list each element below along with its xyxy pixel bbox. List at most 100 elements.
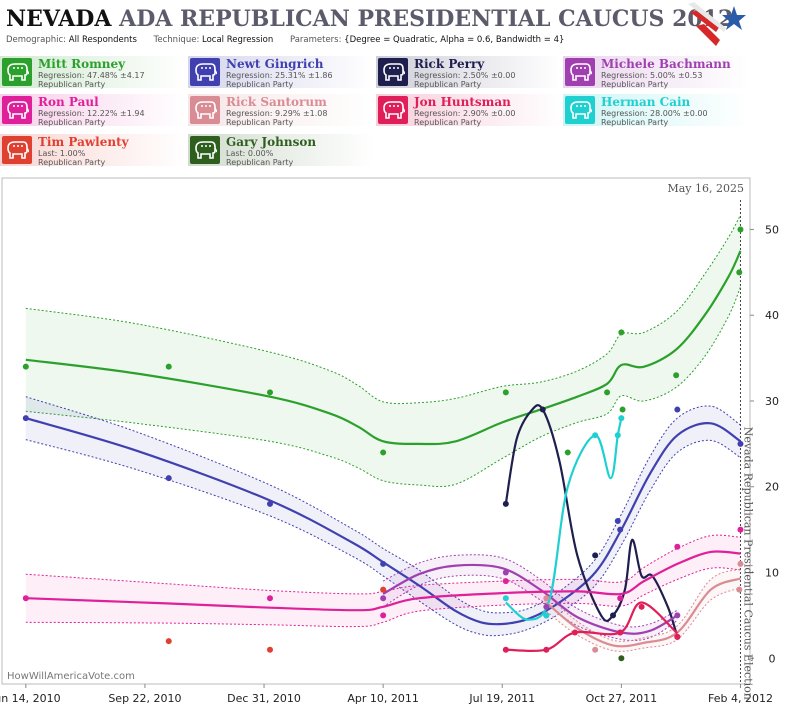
legend-party: Republican Party (226, 158, 294, 167)
legend-item-jon-huntsman: Jon Huntsman Regression: 2.90% ±0.00 Repub… (376, 94, 562, 127)
fit-line-paul (25, 550, 741, 612)
poll-point-perry (610, 612, 617, 619)
technique-key: Technique: (153, 35, 200, 45)
poll-point-santorum (737, 560, 744, 567)
poll-point-gingrich (617, 526, 624, 533)
x-tick-label: Apr 10, 2011 (347, 692, 419, 704)
band-romney (25, 214, 741, 487)
poll-point-santorum (592, 646, 599, 653)
title-state: NEVADA (6, 6, 112, 32)
x-tick-label: Oct 27, 2011 (586, 692, 658, 704)
poll-point-romney (673, 372, 680, 379)
demographic-value: All Respondents (68, 35, 137, 45)
x-tick-label: Jul 19, 2011 (468, 692, 535, 704)
fit-line-bachmann (382, 563, 678, 635)
fit-line-romney (25, 250, 742, 446)
legend-item-tim-pawlenty: Tim Pawlenty Last: 1.00% Republican Party (0, 134, 186, 167)
poll-point-romney (737, 226, 744, 233)
legend-stat: Last: 1.00% (38, 149, 86, 158)
band-upper-santorum (545, 568, 741, 642)
legend-item-rick-perry: Rick Perry Regression: 2.50% ±0.00 Republi… (376, 56, 562, 89)
poll-point-romney (618, 329, 625, 336)
elephant-icon (190, 136, 220, 164)
poll-point-cain (543, 612, 550, 619)
poll-point-cain (614, 432, 621, 439)
elephant-icon (2, 58, 32, 86)
poll-point-cain (618, 415, 625, 422)
legend-name: Mitt Romney (38, 57, 126, 71)
poll-point-huntsman (638, 603, 645, 610)
band-santorum (546, 569, 741, 652)
today-label: May 16, 2025 (667, 182, 744, 195)
band-upper-romney (25, 214, 741, 405)
poll-point-bachmann (543, 603, 550, 610)
elephant-icon (2, 136, 32, 164)
candidate-legend: Mitt Romney Regression: 47.48% ±4.17 Repub… (0, 56, 789, 176)
band-lower-paul (25, 567, 741, 628)
legend-item-ron-paul: Ron Paul Regression: 12.22% ±1.94 Republic… (0, 94, 186, 127)
poll-point-gingrich (614, 518, 621, 525)
poll-point-paul (674, 543, 681, 550)
elephant-icon (378, 96, 408, 124)
poll-point-romney (564, 449, 571, 456)
poll-point-romney (502, 389, 509, 396)
poll-point-perry (502, 500, 509, 507)
legend-party: Republican Party (601, 118, 669, 127)
poll-point-pawlenty (165, 638, 172, 645)
poll-point-bachmann (674, 612, 681, 619)
poll-point-romney (736, 269, 743, 276)
legend-name: Herman Cain (601, 95, 691, 109)
y-tick-label: 50 (765, 223, 779, 236)
x-tick-label: Feb 4, 2012 (708, 692, 773, 704)
elephant-icon (565, 96, 595, 124)
y-tick-label: 10 (765, 567, 779, 580)
poll-point-romney (380, 449, 387, 456)
elephant-icon (190, 96, 220, 124)
legend-name: Rick Santorum (226, 95, 327, 109)
legend-party: Republican Party (38, 118, 106, 127)
poll-point-paul (737, 526, 744, 533)
legend-party: Republican Party (414, 118, 482, 127)
poll-point-bachmann (380, 595, 387, 602)
poll-point-gingrich (165, 475, 172, 482)
poll-point-paul (502, 578, 509, 585)
y-tick-label: 20 (765, 481, 779, 494)
poll-point-bachmann (502, 569, 509, 576)
legend-stat: Regression: 12.22% ±1.94 (38, 109, 145, 118)
legend-stat: Regression: 47.48% ±4.17 (38, 71, 145, 80)
poll-point-johnson (618, 655, 625, 662)
poll-point-huntsman (571, 629, 578, 636)
poll-point-romney (619, 406, 626, 413)
legend-item-mitt-romney: Mitt Romney Regression: 47.48% ±4.17 Repub… (0, 56, 186, 89)
band-gingrich (25, 396, 741, 636)
election-label: Nevada Republican Presidential Caucus El… (741, 427, 754, 700)
legend-name: Tim Pawlenty (38, 135, 129, 149)
poll-point-paul (266, 595, 273, 602)
legend-stat: Regression: 25.31% ±1.86 (226, 71, 333, 80)
poll-point-santorum (736, 586, 743, 593)
legend-party: Republican Party (226, 80, 294, 89)
elephant-icon (378, 58, 408, 86)
legend-stat: Regression: 2.50% ±0.00 (414, 71, 516, 80)
y-tick-label: 30 (765, 395, 779, 408)
legend-stat: Regression: 9.29% ±1.08 (226, 109, 328, 118)
legend-name: Michele Bachmann (601, 57, 731, 71)
demographic-key: Demographic: (6, 35, 67, 45)
poll-point-paul (22, 595, 29, 602)
legend-party: Republican Party (226, 118, 294, 127)
band-upper-paul (25, 534, 741, 595)
poll-point-gingrich (380, 560, 387, 567)
poll-point-romney (22, 363, 29, 370)
poll-point-perry (539, 406, 546, 413)
x-tick-label: Dec 31, 2010 (227, 692, 301, 704)
legend-item-rick-santorum: Rick Santorum Regression: 9.29% ±1.08 Repu… (188, 94, 374, 127)
poll-point-romney (266, 389, 273, 396)
poll-point-romney (165, 363, 172, 370)
polling-chart: 0 10 20 30 40 50 Jun 14, 2010 Sep 22, 2010 Dec 3… (0, 177, 779, 704)
legend-party: Republican Party (601, 80, 669, 89)
legend-party: Republican Party (414, 80, 482, 89)
band-lower-gingrich (25, 439, 741, 637)
page-title: NEVADA ADA REPUBLICAN PRESIDENTIAL CAUCU… (6, 6, 733, 32)
x-tick-label: Jun 14, 2010 (0, 692, 61, 704)
elephant-icon (565, 58, 595, 86)
